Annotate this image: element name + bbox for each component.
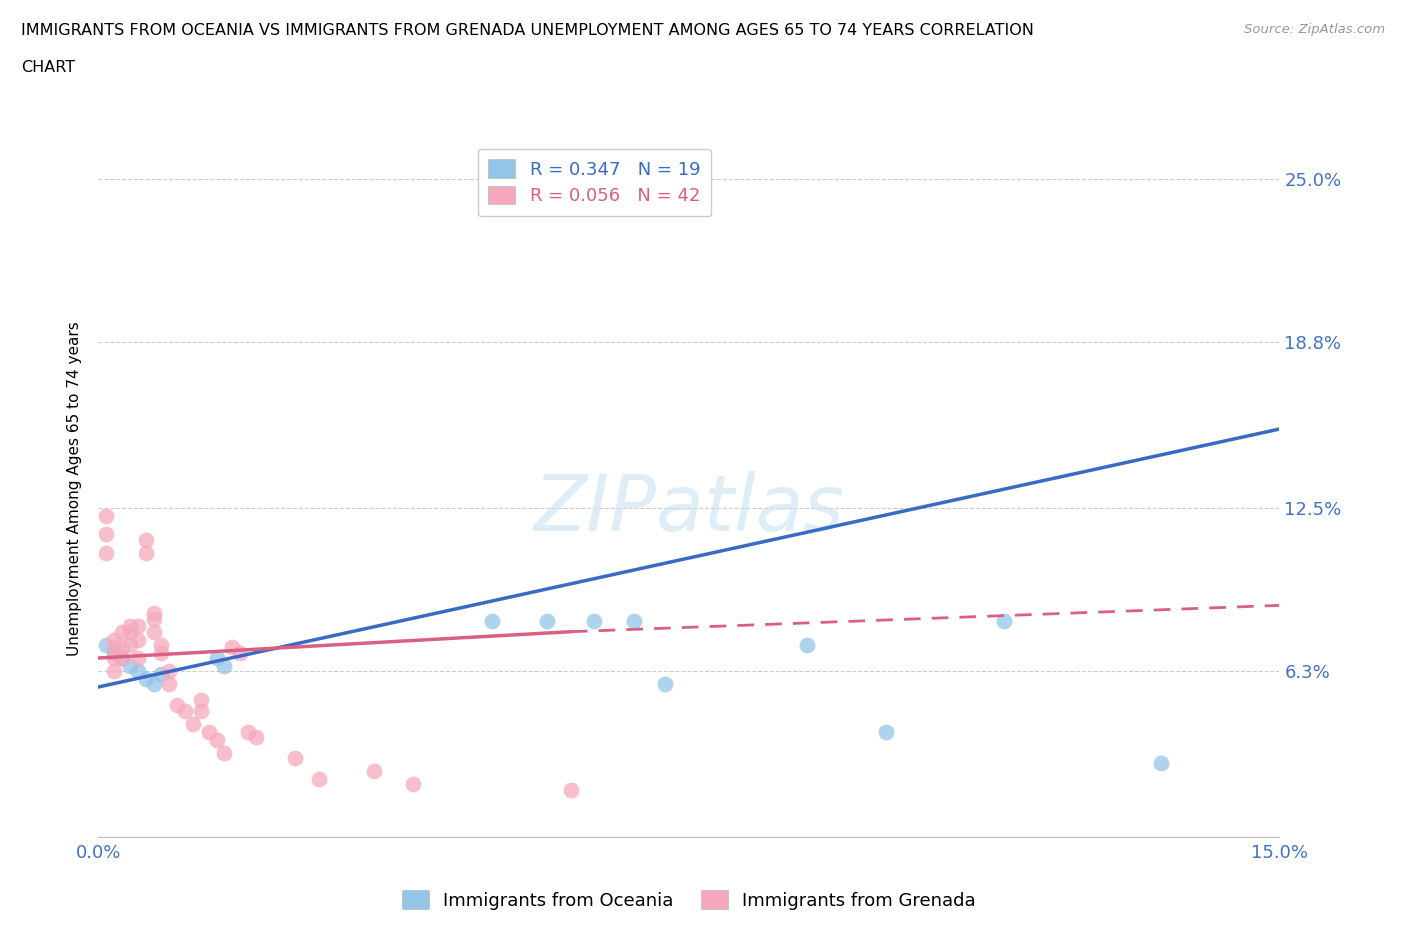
Point — [103, 651, 125, 666]
Point — [536, 614, 558, 629]
Text: ZIPatlas: ZIPatlas — [533, 472, 845, 547]
Point — [214, 745, 236, 760]
Point — [135, 532, 157, 547]
Point — [245, 729, 267, 744]
Point — [190, 693, 212, 708]
Point — [127, 632, 149, 647]
Point — [142, 605, 165, 620]
Point — [111, 624, 134, 639]
Point — [118, 619, 141, 634]
Point — [236, 724, 259, 739]
Point — [150, 637, 173, 652]
Text: CHART: CHART — [21, 60, 75, 75]
Point — [205, 651, 228, 666]
Point — [181, 716, 204, 731]
Point — [135, 545, 157, 560]
Point — [157, 677, 180, 692]
Point — [96, 527, 118, 542]
Point — [402, 777, 425, 791]
Point — [214, 658, 236, 673]
Point — [157, 664, 180, 679]
Point — [96, 545, 118, 560]
Text: IMMIGRANTS FROM OCEANIA VS IMMIGRANTS FROM GRENADA UNEMPLOYMENT AMONG AGES 65 TO: IMMIGRANTS FROM OCEANIA VS IMMIGRANTS FR… — [21, 23, 1033, 38]
Point — [560, 782, 582, 797]
Point — [96, 509, 118, 524]
Point — [118, 658, 141, 673]
Point — [284, 751, 307, 765]
Y-axis label: Unemployment Among Ages 65 to 74 years: Unemployment Among Ages 65 to 74 years — [67, 321, 83, 656]
Point — [583, 614, 606, 629]
Text: Source: ZipAtlas.com: Source: ZipAtlas.com — [1244, 23, 1385, 36]
Point — [142, 624, 165, 639]
Point — [481, 614, 503, 629]
Point — [363, 764, 385, 778]
Point — [796, 637, 818, 652]
Point — [1150, 756, 1173, 771]
Point — [118, 624, 141, 639]
Point — [174, 703, 197, 718]
Point — [135, 671, 157, 686]
Point — [111, 640, 134, 655]
Point — [103, 640, 125, 655]
Point — [142, 677, 165, 692]
Point — [229, 645, 252, 660]
Point — [197, 724, 219, 739]
Point — [993, 614, 1015, 629]
Point — [875, 724, 897, 739]
Point — [150, 645, 173, 660]
Point — [308, 772, 330, 787]
Point — [150, 667, 173, 682]
Point — [127, 664, 149, 679]
Point — [190, 703, 212, 718]
Point — [654, 677, 676, 692]
Point — [118, 637, 141, 652]
Point — [166, 698, 188, 712]
Point — [103, 632, 125, 647]
Point — [205, 732, 228, 747]
Point — [103, 645, 125, 660]
Point — [111, 651, 134, 666]
Point — [221, 640, 243, 655]
Point — [103, 664, 125, 679]
Point — [142, 611, 165, 626]
Point — [111, 651, 134, 666]
Point — [623, 614, 645, 629]
Point — [96, 637, 118, 652]
Point — [127, 651, 149, 666]
Point — [127, 619, 149, 634]
Legend: Immigrants from Oceania, Immigrants from Grenada: Immigrants from Oceania, Immigrants from… — [392, 882, 986, 919]
